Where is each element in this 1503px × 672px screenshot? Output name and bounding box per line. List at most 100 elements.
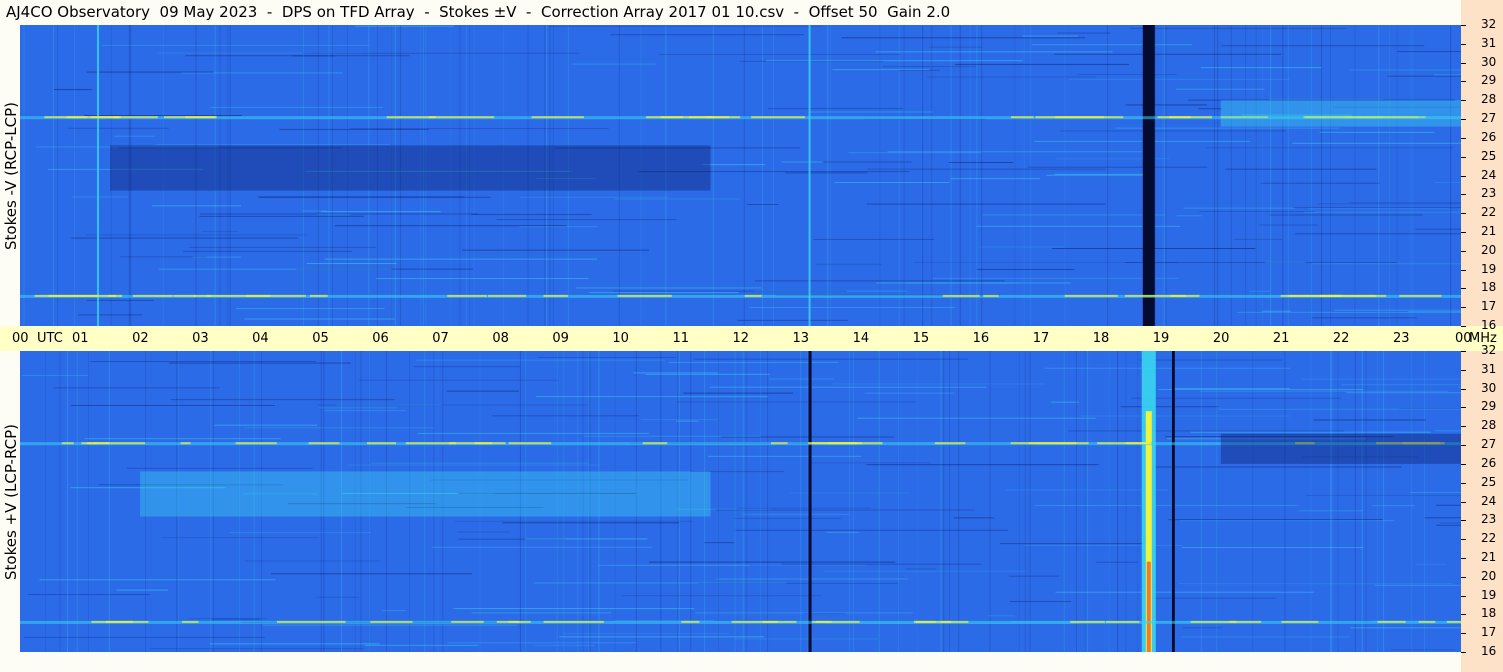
noise-streak bbox=[1436, 524, 1461, 526]
mhz-tick-mark bbox=[1461, 520, 1466, 522]
vertical-texture bbox=[466, 25, 468, 326]
interference-burst bbox=[681, 620, 700, 623]
noise-streak bbox=[1023, 544, 1183, 546]
interference-burst bbox=[1364, 116, 1426, 119]
noise-streak bbox=[1292, 206, 1461, 208]
vertical-texture bbox=[879, 25, 881, 326]
interference-burst bbox=[1157, 116, 1191, 119]
mhz-tick-mark bbox=[1461, 100, 1466, 102]
mhz-tick-mark bbox=[1461, 369, 1466, 371]
vertical-texture bbox=[1165, 25, 1167, 326]
noise-streak bbox=[1081, 415, 1290, 417]
utc-tick-label: 15 bbox=[912, 331, 930, 346]
mhz-tick-mark bbox=[1461, 388, 1466, 390]
top-spectrogram bbox=[20, 25, 1461, 326]
noise-streak bbox=[765, 60, 1023, 62]
interference-burst bbox=[451, 620, 484, 623]
vertical-texture bbox=[519, 351, 521, 652]
noise-streak bbox=[1435, 504, 1461, 506]
noise-streak bbox=[199, 213, 479, 215]
noise-streak bbox=[675, 508, 771, 510]
vertical-texture bbox=[743, 25, 745, 326]
interference-burst bbox=[44, 116, 88, 119]
mhz-tick-label: 19 bbox=[1481, 261, 1497, 276]
utc-tick-label: 04 bbox=[252, 331, 269, 346]
noise-streak bbox=[1051, 401, 1079, 403]
vertical-texture bbox=[320, 351, 322, 652]
noise-streak bbox=[707, 455, 861, 457]
vertical-texture bbox=[145, 351, 147, 652]
interference-burst bbox=[370, 620, 413, 623]
interference-burst bbox=[1281, 620, 1319, 623]
noise-streak bbox=[156, 52, 362, 54]
noise-streak bbox=[1129, 27, 1347, 29]
vertical-texture bbox=[1023, 25, 1025, 326]
noise-streak bbox=[926, 76, 1097, 78]
interference-burst bbox=[1229, 620, 1262, 623]
noise-streak bbox=[905, 568, 936, 570]
noise-streak bbox=[454, 520, 692, 522]
mhz-tick-mark bbox=[1461, 557, 1466, 559]
noise-streak bbox=[244, 560, 380, 562]
noise-streak bbox=[549, 25, 824, 27]
noise-streak bbox=[519, 226, 598, 228]
noise-streak bbox=[348, 464, 600, 466]
vertical-texture bbox=[1164, 25, 1166, 326]
noise-streak bbox=[209, 106, 383, 108]
interference-burst bbox=[731, 620, 778, 623]
vertical-texture bbox=[660, 351, 662, 652]
vertical-texture bbox=[1389, 25, 1391, 326]
noise-streak bbox=[1312, 317, 1417, 319]
noise-streak bbox=[1027, 166, 1208, 168]
noise-streak bbox=[1305, 495, 1461, 497]
mhz-tick-mark bbox=[1461, 351, 1466, 352]
vertical-texture bbox=[552, 25, 554, 326]
vertical-texture bbox=[376, 25, 378, 326]
noise-streak bbox=[739, 60, 884, 62]
noise-streak bbox=[832, 383, 1046, 385]
noise-streak bbox=[1009, 601, 1072, 603]
noise-streak bbox=[755, 280, 1005, 282]
mhz-tick-mark bbox=[1461, 213, 1466, 215]
vertical-texture bbox=[210, 351, 212, 652]
noise-streak bbox=[1264, 261, 1306, 263]
vertical-texture bbox=[1087, 351, 1089, 652]
noise-streak bbox=[1435, 430, 1461, 432]
noise-streak bbox=[702, 164, 766, 166]
noise-streak bbox=[491, 415, 639, 417]
vertical-texture bbox=[302, 25, 304, 326]
vertical-texture bbox=[582, 351, 584, 652]
noise-streak bbox=[737, 319, 848, 321]
noise-streak bbox=[320, 211, 441, 213]
mhz-tick-mark bbox=[1461, 539, 1466, 541]
noise-streak bbox=[1302, 456, 1418, 458]
noise-streak bbox=[677, 401, 916, 403]
noise-streak bbox=[1034, 504, 1299, 506]
interference-burst bbox=[308, 442, 340, 445]
interference-burst bbox=[87, 442, 146, 445]
vertical-texture bbox=[212, 351, 214, 652]
noise-streak bbox=[1410, 491, 1461, 493]
noise-streak bbox=[152, 205, 242, 207]
vertical-texture bbox=[546, 25, 548, 326]
noise-streak bbox=[319, 407, 398, 409]
vertical-texture bbox=[588, 351, 590, 652]
noise-streak bbox=[155, 144, 391, 146]
interference-burst bbox=[277, 620, 346, 623]
vertical-texture bbox=[950, 25, 952, 326]
utc-tick-label: 13 bbox=[792, 331, 810, 346]
noise-streak bbox=[520, 196, 668, 198]
vertical-texture bbox=[52, 25, 54, 326]
mhz-tick-mark bbox=[1461, 407, 1466, 409]
mhz-tick-mark bbox=[1461, 307, 1466, 309]
dark-region bbox=[110, 145, 711, 191]
interference-burst bbox=[1097, 442, 1149, 445]
vertical-texture bbox=[176, 351, 178, 652]
vertical-texture bbox=[959, 25, 961, 326]
noise-streak bbox=[1241, 114, 1352, 116]
vertical-texture bbox=[704, 351, 706, 652]
vertical-texture bbox=[1245, 25, 1247, 326]
noise-streak bbox=[976, 225, 1180, 227]
interference-burst bbox=[447, 294, 487, 297]
utc-tick-label: 17 bbox=[1032, 331, 1050, 346]
